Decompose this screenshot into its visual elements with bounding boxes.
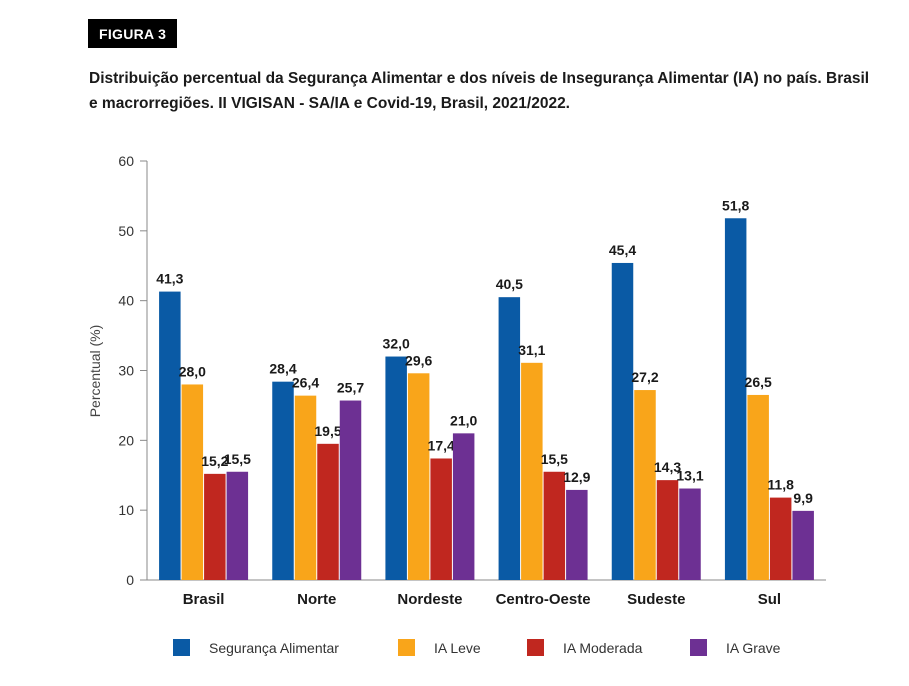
value-label: 32,0 [383, 336, 410, 352]
value-label: 14,3 [654, 459, 681, 475]
bar-centro-oeste-ia-grave [566, 489, 588, 580]
value-label: 12,9 [563, 469, 590, 485]
legend-label: Segurança Alimentar [209, 640, 339, 656]
bar-brasil-ia-leve [181, 384, 204, 580]
value-label: 26,5 [745, 374, 772, 390]
bar-nordeste-ia-grave [452, 433, 475, 580]
value-label: 29,6 [405, 352, 432, 368]
bar-brasil-ia-grave [226, 471, 249, 580]
y-tick-label: 30 [118, 363, 134, 379]
bar-brasil-seguran-a-alimentar [159, 291, 181, 580]
bar-sul-seguran-a-alimentar [724, 218, 747, 580]
legend-label: IA Leve [434, 640, 481, 656]
figure-label: FIGURA 3 [88, 19, 178, 48]
bar-brasil-ia-moderada [204, 473, 226, 580]
bar-sudeste-ia-moderada [656, 480, 679, 580]
x-category-label: Norte [297, 591, 336, 608]
legend-swatch [173, 639, 190, 656]
bar-norte-ia-moderada [317, 443, 339, 580]
bar-norte-ia-grave [339, 400, 362, 580]
legend-label: IA Grave [726, 640, 781, 656]
bar-nordeste-ia-leve [407, 373, 430, 580]
value-label: 40,5 [496, 276, 523, 292]
bar-nordeste-seguran-a-alimentar [385, 356, 407, 580]
chart-title: Distribuição percentual da Segurança Ali… [89, 70, 870, 112]
x-category-label: Brasil [183, 591, 225, 608]
legend-swatch [398, 639, 415, 656]
value-label: 31,1 [518, 342, 545, 358]
value-label: 15,5 [541, 451, 568, 467]
value-label: 27,2 [631, 369, 658, 385]
bar-centro-oeste-ia-leve [521, 362, 543, 580]
y-axis-label: Percentual (%) [87, 325, 103, 418]
value-label: 17,4 [428, 437, 455, 453]
value-label: 15,5 [224, 451, 251, 467]
bar-sudeste-ia-grave [679, 488, 701, 580]
value-label: 28,4 [269, 361, 296, 377]
bar-sul-ia-grave [792, 510, 814, 580]
value-label: 13,1 [676, 468, 703, 484]
bar-sul-ia-leve [747, 394, 769, 580]
x-category-label: Nordeste [397, 591, 462, 608]
bar-nordeste-ia-moderada [430, 458, 452, 580]
bar-sudeste-seguran-a-alimentar [611, 262, 634, 580]
value-label: 21,0 [450, 412, 477, 428]
y-tick-label: 10 [118, 502, 134, 518]
x-category-label: Sudeste [627, 591, 685, 608]
x-category-label: Centro-Oeste [496, 591, 591, 608]
y-tick-label: 50 [118, 223, 134, 239]
value-label: 51,8 [722, 197, 749, 213]
legend-label: IA Moderada [563, 640, 643, 656]
bar-norte-ia-leve [294, 395, 317, 580]
bar-centro-oeste-ia-moderada [543, 471, 566, 580]
x-category-label: Sul [758, 591, 781, 608]
value-label: 45,4 [609, 242, 636, 258]
y-tick-label: 60 [118, 153, 134, 169]
value-label: 41,3 [156, 271, 183, 287]
value-label: 19,5 [314, 423, 341, 439]
legend-swatch [690, 639, 707, 656]
value-label: 11,8 [767, 477, 794, 493]
y-tick-label: 20 [118, 432, 134, 448]
bar-centro-oeste-seguran-a-alimentar [498, 297, 521, 580]
bar-sul-ia-moderada [769, 497, 792, 580]
bar-sudeste-ia-leve [634, 390, 656, 580]
value-label: 28,0 [179, 363, 206, 379]
y-tick-label: 0 [126, 572, 134, 588]
value-label: 25,7 [337, 380, 364, 396]
value-label: 15,2 [201, 453, 228, 469]
y-tick-label: 40 [118, 293, 134, 309]
value-label: 9,9 [793, 490, 813, 506]
legend-swatch [527, 639, 544, 656]
bar-norte-seguran-a-alimentar [272, 381, 294, 580]
value-label: 26,4 [292, 375, 319, 391]
